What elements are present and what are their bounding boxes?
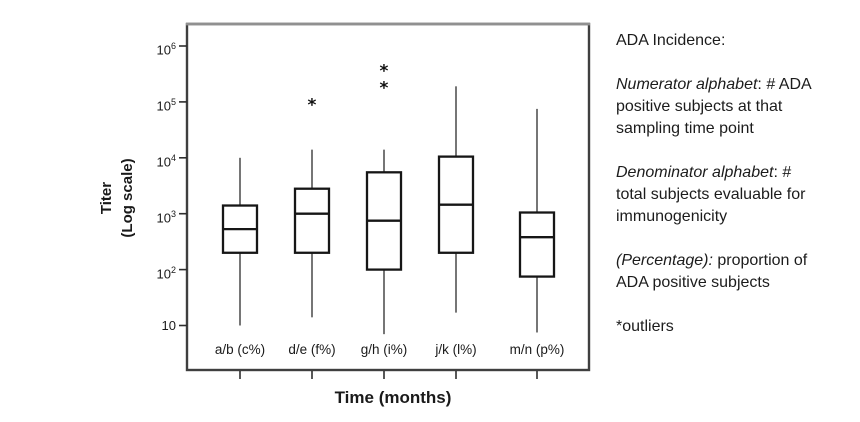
annotation-numerator-body: : # ADA positive subjects at that sampli… [616,76,811,137]
x-category-label: j/k (l%) [435,342,477,357]
box [518,211,556,278]
annotation-outliers-note: *outliers [616,318,674,335]
y-tick-label: 106 [156,41,176,58]
x-axis-title: Time (months) [334,388,452,407]
y-tick-label: 105 [156,96,176,114]
outlier-marker: * [380,79,389,99]
x-category-label: g/h (i%) [360,342,408,357]
x-category-label: m/n (p%) [509,342,565,357]
x-category-label: d/e (f%) [288,342,336,357]
y-tick-label: 103 [156,208,176,226]
annotation-percentage-lead: (Percentage): [616,252,713,269]
box [293,187,331,254]
outlier-marker: * [308,95,317,115]
annotation-title: ADA Incidence: [616,32,726,49]
annotation-numerator-lead: Numerator alphabet [616,76,758,93]
y-tick-label: 102 [156,264,176,281]
annotation-denominator-body: : # total subjects evaluable for immunog… [616,164,806,225]
y-axis-title-line1: Titer [98,181,115,215]
annotation-denominator-lead: Denominator alphabet [616,164,774,181]
x-category-label: a/b (c%) [214,342,266,357]
y-tick-label: 104 [156,152,176,170]
annotation-denominator: Denominator alphabet: # total subjects e… [616,162,824,228]
annotation-percentage: (Percentage): proportion of ADA positive… [616,250,824,294]
y-tick-label: 10 [161,317,176,333]
annotation-numerator: Numerator alphabet: # ADA positive subje… [616,74,824,140]
annotation-panel: ADA Incidence: Numerator alphabet: # ADA… [616,30,824,360]
annotation-percentage-body: proportion of ADA positive subjects [616,252,808,291]
outlier-marker: * [380,62,389,82]
